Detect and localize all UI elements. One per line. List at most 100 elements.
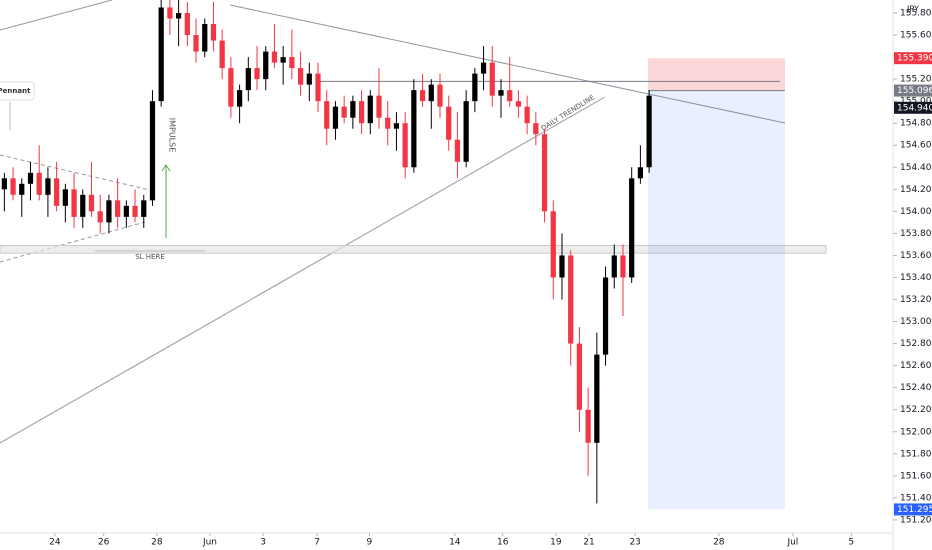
x-tick-label: Jul bbox=[786, 538, 798, 548]
y-tick-label: 152.200 bbox=[900, 405, 932, 415]
candle-body bbox=[358, 101, 365, 124]
candle-body bbox=[489, 62, 495, 96]
trendline bbox=[229, 4, 786, 124]
y-tick-label: 154.800 bbox=[900, 119, 932, 129]
candle-body bbox=[350, 101, 356, 118]
candle-body bbox=[1, 178, 7, 190]
x-tick-label: 19 bbox=[550, 538, 562, 548]
candle-body bbox=[402, 123, 408, 168]
entry-label: 155.096 bbox=[897, 86, 932, 96]
y-tick-label: 152.600 bbox=[900, 361, 932, 371]
candle-body bbox=[611, 255, 617, 278]
y-tick-label: 154.600 bbox=[900, 141, 932, 151]
y-tick-label: 155.200 bbox=[900, 75, 932, 85]
candle-body bbox=[411, 90, 417, 168]
y-tick-label: 152.400 bbox=[900, 383, 932, 393]
y-tick-label: 153.600 bbox=[900, 251, 932, 261]
candle-body bbox=[480, 62, 487, 74]
candle-body bbox=[62, 189, 68, 206]
candle-body bbox=[71, 189, 77, 217]
candle-body bbox=[280, 57, 286, 63]
candle-body bbox=[219, 40, 225, 69]
candle-body bbox=[393, 123, 400, 129]
x-tick-label: 7 bbox=[314, 538, 320, 548]
candle-body bbox=[568, 255, 574, 344]
candle-body bbox=[367, 95, 373, 124]
candle-body bbox=[550, 211, 556, 278]
candle-body bbox=[646, 95, 652, 168]
candle-body bbox=[149, 101, 156, 201]
annotation: SL HERE bbox=[135, 253, 165, 261]
y-tick-label: 153.800 bbox=[900, 229, 932, 239]
candle-body bbox=[245, 68, 251, 91]
candle-body bbox=[637, 167, 644, 179]
y-tick-label: 153.400 bbox=[900, 273, 932, 283]
y-tick-label: 152.800 bbox=[900, 339, 932, 349]
candle-body bbox=[385, 117, 391, 129]
candle-body bbox=[541, 134, 548, 212]
impulse-arrow-head bbox=[161, 164, 171, 172]
candle-body bbox=[123, 205, 129, 217]
candle-body bbox=[202, 24, 208, 52]
candle-body bbox=[236, 90, 243, 107]
trendline bbox=[0, 0, 113, 31]
y-tick-label: 153.200 bbox=[900, 295, 932, 305]
candle-body bbox=[472, 73, 478, 102]
candle-body bbox=[271, 51, 278, 63]
candle-body bbox=[315, 73, 321, 102]
candle-body bbox=[115, 200, 121, 217]
candle-body bbox=[324, 101, 330, 129]
x-tick-label: 26 bbox=[98, 538, 110, 548]
candle-body bbox=[184, 13, 190, 36]
candle-body bbox=[620, 255, 626, 278]
candle-body bbox=[289, 57, 295, 69]
candle-body bbox=[376, 95, 382, 118]
candle-body bbox=[585, 409, 591, 443]
stop-zone bbox=[648, 58, 785, 91]
y-tick-label: 154.400 bbox=[900, 163, 932, 173]
target-label: 151.295 bbox=[897, 505, 932, 515]
drawings bbox=[0, 0, 786, 444]
candle-body bbox=[88, 194, 95, 212]
target-zone bbox=[648, 90, 785, 510]
candle-body bbox=[446, 106, 452, 140]
candle-body bbox=[19, 183, 25, 195]
candle-body bbox=[437, 84, 443, 107]
y-tick-label: 155.800 bbox=[900, 9, 932, 19]
candle-body bbox=[132, 205, 138, 217]
trendline bbox=[0, 96, 606, 444]
entry-label-box bbox=[894, 84, 932, 97]
candle-body bbox=[36, 172, 42, 195]
candle-body bbox=[602, 277, 609, 355]
candle-body bbox=[306, 73, 312, 85]
candle-body bbox=[341, 106, 347, 118]
candle-body bbox=[629, 178, 635, 278]
candle-body bbox=[297, 68, 304, 85]
stop-label: 155.390 bbox=[897, 54, 932, 64]
x-tick-label: 14 bbox=[449, 538, 461, 548]
candle-body bbox=[45, 178, 51, 195]
last-price-label: 154.940 bbox=[897, 103, 932, 113]
candle-body bbox=[210, 24, 217, 41]
candle-body bbox=[263, 51, 269, 80]
y-tick-label: 152.000 bbox=[900, 427, 932, 437]
callout bbox=[0, 81, 35, 101]
stop-label-box bbox=[894, 52, 932, 65]
candle-body bbox=[27, 172, 34, 184]
candle-body bbox=[10, 178, 16, 195]
last-price-label-box bbox=[894, 101, 932, 114]
x-tick-label: 5 bbox=[848, 538, 854, 548]
candle-body bbox=[428, 84, 434, 102]
candle-body bbox=[80, 194, 86, 217]
candle-body bbox=[176, 13, 182, 19]
y-tick-label: 151.200 bbox=[900, 515, 932, 525]
candle-body bbox=[576, 343, 583, 410]
x-tick-label: 9 bbox=[367, 538, 373, 548]
candle-body bbox=[454, 139, 461, 162]
candle-body bbox=[419, 90, 426, 102]
x-tick-label: 21 bbox=[583, 538, 594, 548]
x-tick-label: 28 bbox=[713, 538, 725, 548]
pennant-line bbox=[0, 154, 151, 191]
